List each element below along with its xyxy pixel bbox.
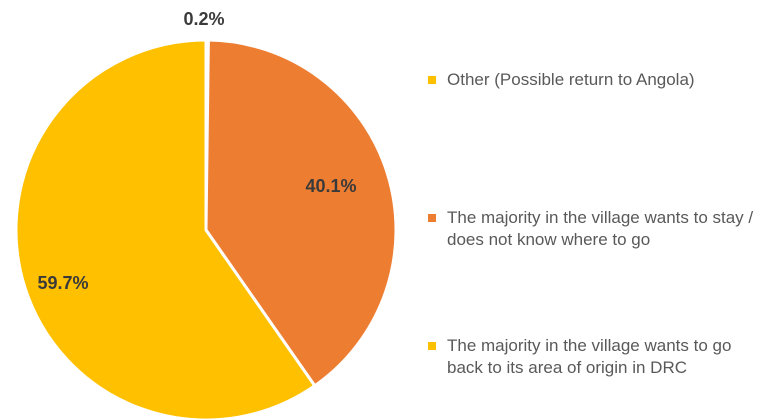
legend-label-stay: The majority in the village wants to sta…	[447, 208, 754, 249]
legend-label-other: Other (Possible return to Angola)	[447, 70, 695, 89]
slice-label-other: 0.2%	[183, 9, 224, 29]
slice-label-stay: 40.1%	[305, 176, 356, 196]
legend-item-return-drc: The majority in the village wants to go …	[428, 335, 768, 379]
pie-slice-stay	[204, 38, 398, 388]
legend-swatch-return-drc	[428, 342, 436, 350]
legend-swatch-other	[428, 76, 436, 84]
slice-labels: 0.2% 40.1% 59.7%	[37, 9, 356, 293]
legend-item-other: Other (Possible return to Angola)	[428, 69, 768, 91]
legend-label-return-drc: The majority in the village wants to go …	[447, 336, 732, 377]
legend-swatch-stay	[428, 214, 436, 222]
slice-label-return-drc: 59.7%	[37, 273, 88, 293]
legend-item-stay: The majority in the village wants to sta…	[428, 207, 768, 251]
pie-slices	[14, 38, 398, 420]
